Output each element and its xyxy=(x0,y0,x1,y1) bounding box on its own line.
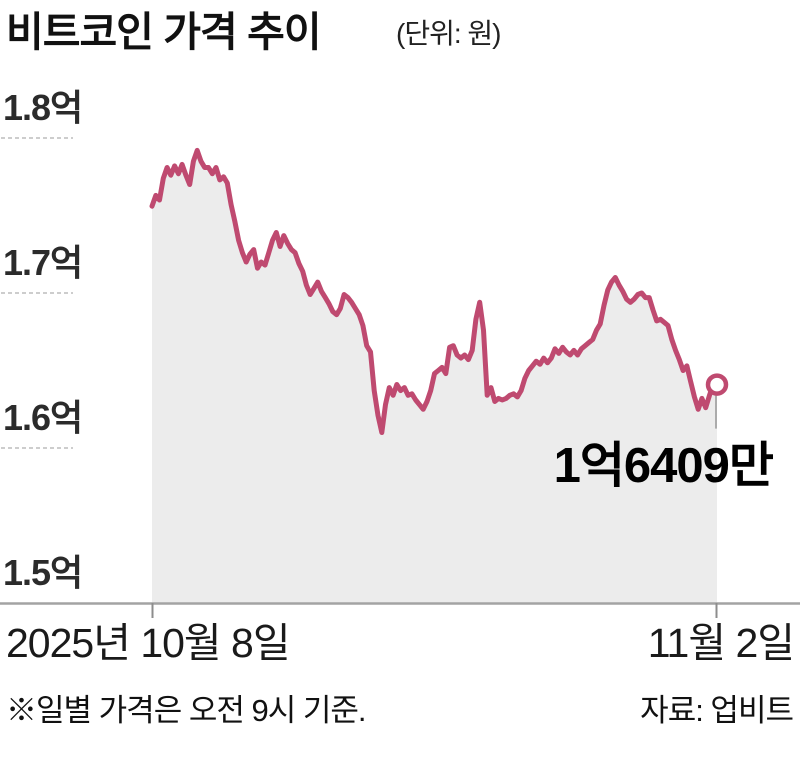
x-axis-label-end: 11월 2일 xyxy=(648,620,794,666)
title-unit-label: (단위: 원) xyxy=(396,18,501,49)
last-price-annotation: 1억6409만 xyxy=(554,439,774,493)
x-axis-label-start: 2025년 10월 8일 xyxy=(6,620,290,666)
plot-area xyxy=(149,147,729,603)
y-axis: 1.8억 1.7억 1.6억 1.5억 xyxy=(1,87,83,593)
source-credit: 자료: 업비트 xyxy=(640,693,793,728)
footnote-basis: ※일별 가격은 오전 9시 기준. xyxy=(6,693,366,728)
y-tick-label: 1.6억 xyxy=(3,397,82,438)
y-tick-label: 1.8억 xyxy=(3,87,82,128)
page-title: 비트코인 가격 추이 xyxy=(6,9,321,55)
y-tick-label: 1.7억 xyxy=(3,242,82,283)
price-line xyxy=(149,147,720,435)
end-marker-circle xyxy=(705,373,729,396)
y-tick-label: 1.5억 xyxy=(3,552,82,593)
